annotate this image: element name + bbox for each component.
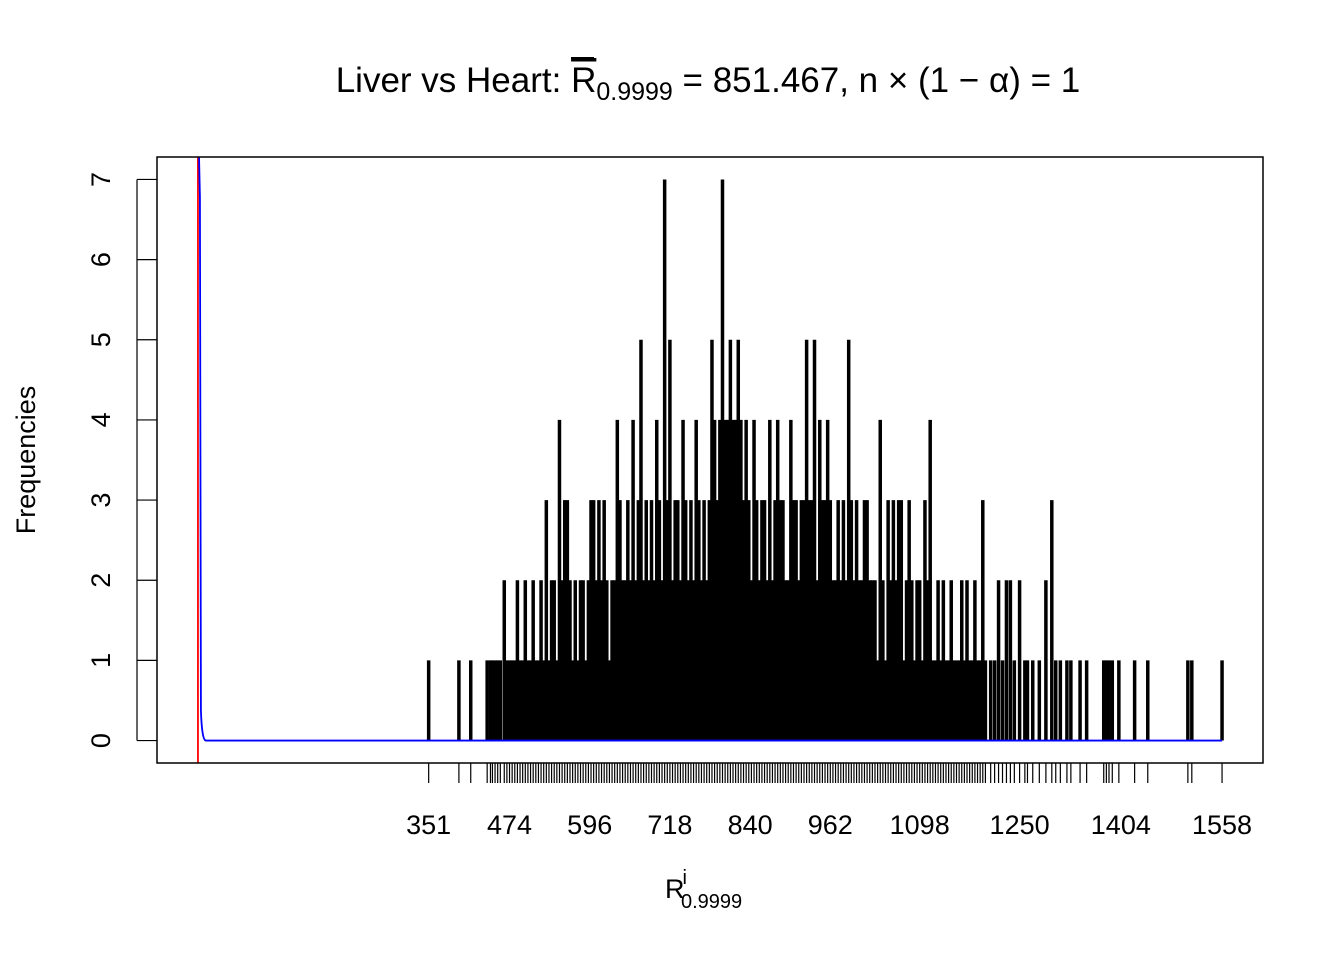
spikes-group — [426, 179, 1224, 741]
x-axis-label: Ri 0.9999 — [665, 867, 742, 913]
x-tick-label: 1098 — [890, 810, 950, 840]
y-axis-label: Frequencies — [11, 386, 41, 535]
x-tick-label: 840 — [728, 810, 773, 840]
x-tick-label: 962 — [808, 810, 853, 840]
x-tick-label: 351 — [406, 810, 451, 840]
x-tick-label: 474 — [487, 810, 532, 840]
x-label-superscript: i — [683, 867, 687, 889]
y-tick-label: 2 — [86, 573, 116, 588]
y-tick-label: 7 — [86, 172, 116, 187]
y-tick-label: 3 — [86, 493, 116, 508]
x-label-subscript: 0.9999 — [681, 891, 742, 913]
y-tick-label: 0 — [86, 733, 116, 748]
y-axis: 0 1 2 3 4 5 6 7 — [86, 172, 157, 748]
title-subscript: 0.9999 — [596, 78, 672, 106]
title-symbol: R — [571, 61, 596, 100]
x-tick-label: 1404 — [1091, 810, 1151, 840]
x-tick-label: 718 — [647, 810, 692, 840]
y-tick-label: 5 — [86, 332, 116, 347]
title-prefix: Liver vs Heart: — [336, 61, 571, 100]
y-tick-label: 4 — [86, 412, 116, 427]
density-curve — [198, 157, 1223, 742]
chart-title: Liver vs Heart: R0.9999 = 851.467, n × (… — [336, 61, 1081, 106]
x-tick-label: 1250 — [990, 810, 1050, 840]
x-label-symbol: R — [665, 874, 685, 904]
x-axis: 351 474 596 718 840 962 1098 1250 1404 1558 — [406, 763, 1252, 840]
y-tick-label: 6 — [86, 252, 116, 267]
title-suffix: = 851.467, n × (1 − α) = 1 — [673, 61, 1080, 100]
x-tick-label: 1558 — [1192, 810, 1252, 840]
x-tick-label: 596 — [567, 810, 612, 840]
y-tick-label: 1 — [86, 653, 116, 668]
plot-frame — [156, 156, 1264, 764]
